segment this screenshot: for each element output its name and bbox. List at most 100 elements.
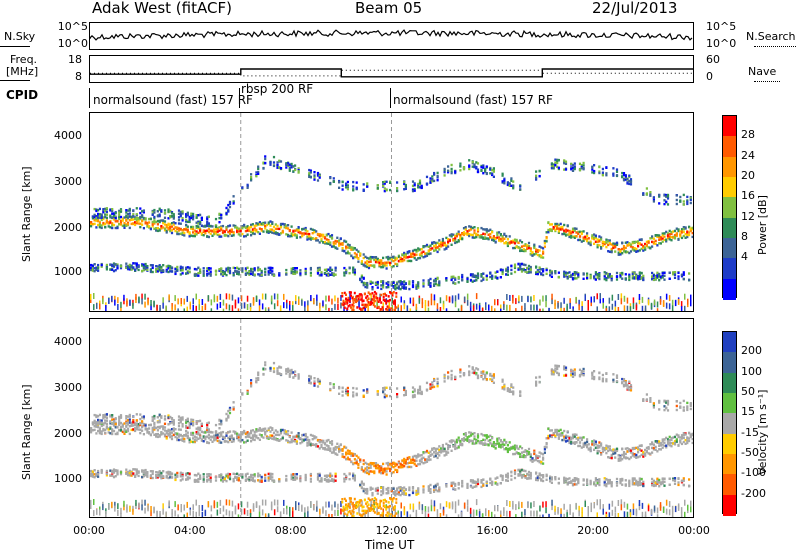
velocity-cell bbox=[411, 461, 415, 464]
velocity-cell bbox=[170, 437, 174, 441]
power-cell bbox=[462, 166, 466, 169]
velocity-ytick-3000: 3000 bbox=[54, 381, 82, 394]
velocity-cell bbox=[230, 436, 233, 439]
power-cell bbox=[183, 228, 186, 231]
power-cell bbox=[329, 181, 332, 185]
power-cell bbox=[181, 269, 184, 272]
power-cell bbox=[399, 287, 402, 291]
power-cell bbox=[119, 219, 123, 223]
velocity-cell bbox=[239, 434, 242, 437]
colorbar-tick-label: 28 bbox=[741, 128, 755, 142]
power-cell bbox=[422, 245, 425, 248]
velocity-cell bbox=[236, 436, 239, 439]
velocity-cell bbox=[348, 449, 351, 453]
power-cell bbox=[677, 298, 680, 305]
power-cell bbox=[176, 268, 179, 271]
power-cell bbox=[216, 295, 219, 302]
power-cell bbox=[169, 270, 172, 273]
power-cell bbox=[454, 170, 457, 173]
power-cell bbox=[104, 209, 107, 213]
power-cell bbox=[589, 240, 592, 243]
power-cell bbox=[318, 176, 321, 179]
power-cell bbox=[582, 273, 585, 276]
power-cell bbox=[677, 238, 680, 241]
power-cell bbox=[151, 270, 154, 274]
power-cell bbox=[288, 229, 291, 233]
velocity-cell bbox=[181, 435, 184, 438]
velocity-cell bbox=[455, 446, 458, 450]
power-cell bbox=[220, 273, 223, 276]
power-cell bbox=[279, 232, 283, 235]
power-cell bbox=[430, 299, 433, 306]
power-cell bbox=[373, 256, 376, 259]
velocity-cell bbox=[498, 437, 501, 440]
velocity-cell bbox=[228, 430, 232, 433]
velocity-cell bbox=[109, 432, 112, 435]
power-cell bbox=[350, 248, 353, 251]
velocity-cell bbox=[545, 442, 548, 445]
velocity-cell bbox=[617, 457, 620, 460]
power-cell bbox=[376, 306, 379, 310]
power-cell bbox=[626, 305, 629, 312]
power-cell bbox=[244, 273, 247, 276]
velocity-cell bbox=[322, 441, 325, 444]
velocity-cell bbox=[501, 442, 504, 445]
power-cell bbox=[181, 233, 184, 236]
power-cell bbox=[593, 296, 595, 303]
power-cell bbox=[243, 235, 246, 238]
velocity-cell bbox=[290, 440, 293, 444]
power-cell bbox=[179, 267, 182, 270]
power-cell bbox=[188, 220, 191, 224]
power-cell bbox=[97, 212, 100, 216]
power-cell bbox=[360, 308, 363, 311]
velocity-cell bbox=[526, 450, 529, 453]
power-cell bbox=[452, 281, 455, 284]
power-cell bbox=[269, 268, 272, 272]
velocity-cell bbox=[600, 453, 603, 456]
power-cell bbox=[91, 264, 94, 267]
power-cell bbox=[181, 229, 184, 232]
power-cell bbox=[614, 246, 617, 249]
power-cell bbox=[538, 249, 541, 252]
velocity-cell bbox=[373, 462, 376, 465]
power-cell bbox=[248, 270, 251, 273]
power-cell bbox=[102, 223, 105, 226]
power-cell bbox=[415, 287, 418, 290]
power-cell bbox=[485, 237, 488, 240]
power-cell bbox=[682, 226, 685, 229]
power-cell bbox=[369, 258, 372, 261]
power-cell bbox=[162, 302, 164, 309]
velocity-cell bbox=[494, 447, 497, 450]
power-cell bbox=[411, 184, 415, 188]
power-cell bbox=[522, 248, 525, 251]
power-cell bbox=[390, 255, 393, 259]
power-cell bbox=[132, 213, 135, 216]
velocity-cell bbox=[626, 456, 629, 460]
power-cell bbox=[294, 168, 297, 172]
power-cell bbox=[170, 215, 174, 218]
power-cell bbox=[347, 296, 350, 300]
power-cell bbox=[475, 275, 478, 278]
power-cell bbox=[390, 307, 393, 310]
power-cell bbox=[524, 270, 527, 273]
power-cell bbox=[171, 306, 173, 313]
velocity-cell bbox=[484, 434, 487, 437]
power-cell bbox=[385, 294, 388, 297]
velocity-cell bbox=[153, 426, 156, 430]
power-cell bbox=[535, 174, 538, 177]
power-cell bbox=[571, 166, 575, 169]
power-cell bbox=[262, 161, 265, 164]
power-cell bbox=[672, 236, 675, 239]
velocity-cell bbox=[441, 447, 444, 451]
power-cell bbox=[271, 222, 274, 225]
velocity-cell bbox=[272, 435, 276, 439]
velocity-cell bbox=[524, 449, 527, 452]
power-cell bbox=[619, 249, 622, 253]
velocity-cell bbox=[95, 422, 98, 426]
power-cell bbox=[466, 280, 469, 283]
velocity-cell bbox=[594, 446, 597, 449]
power-cell bbox=[385, 286, 388, 289]
power-cell bbox=[538, 270, 541, 274]
power-cell bbox=[610, 249, 613, 252]
power-cell bbox=[278, 227, 281, 231]
